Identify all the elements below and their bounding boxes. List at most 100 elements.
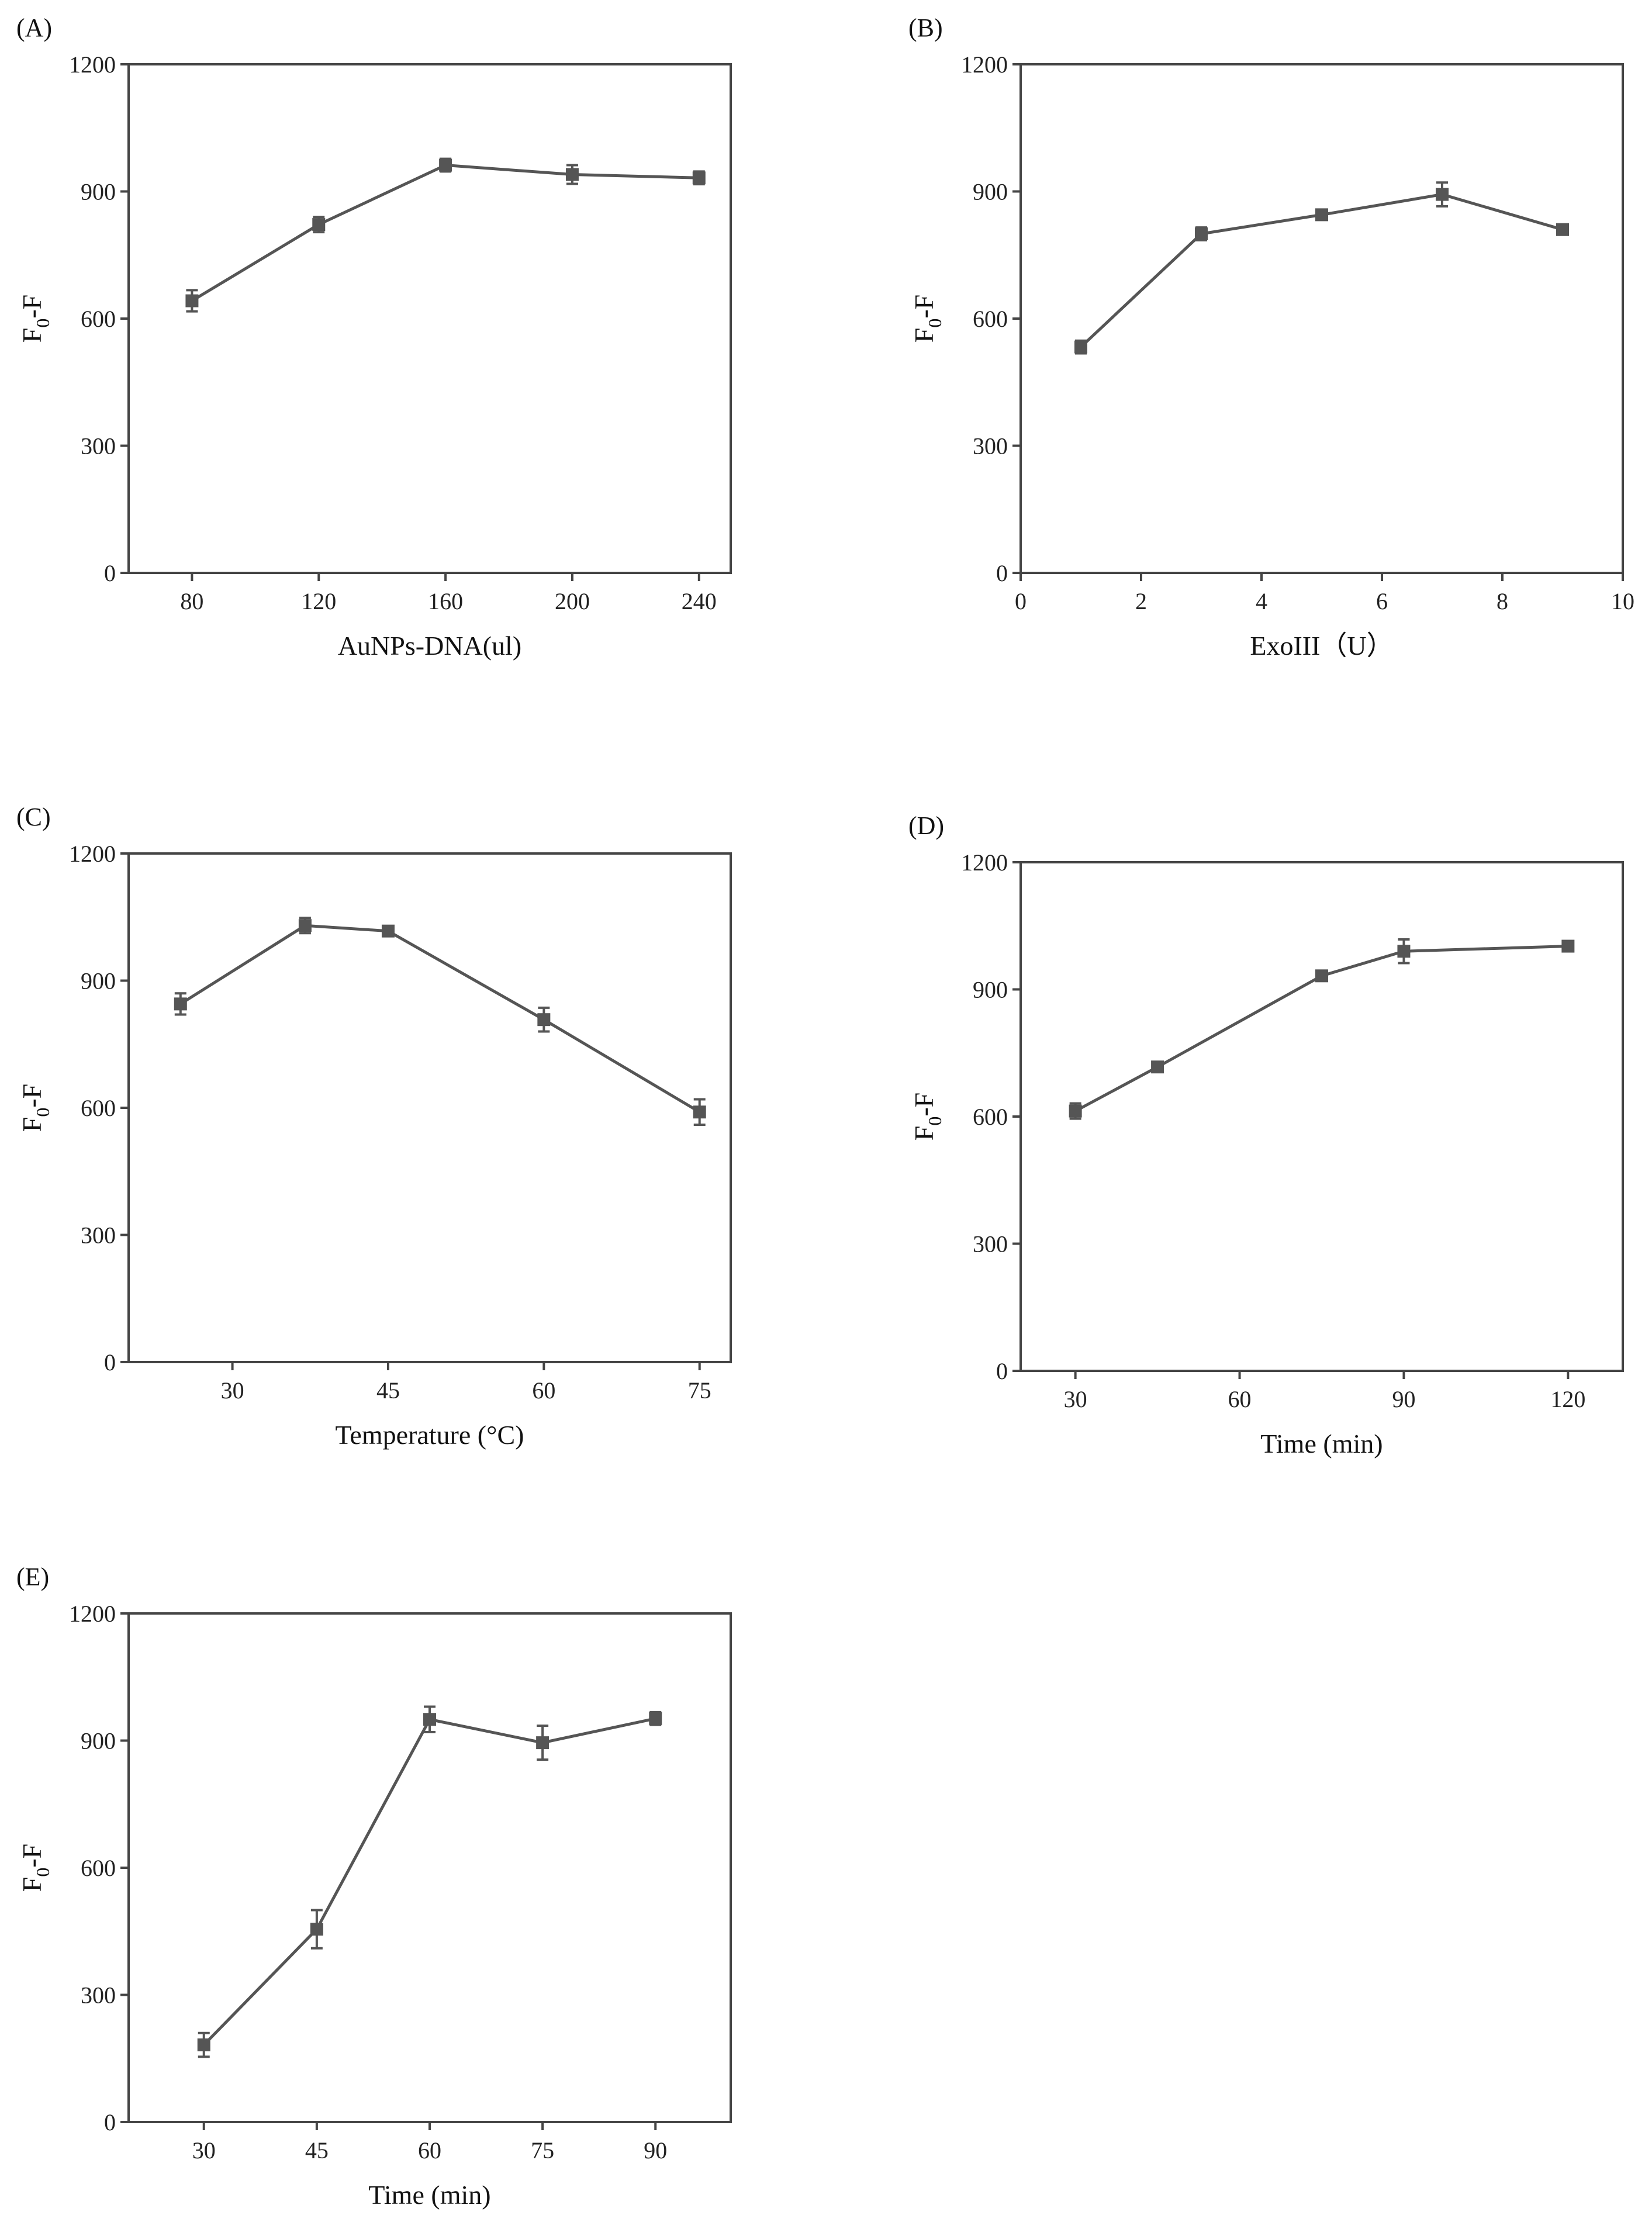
data-point <box>423 1713 436 1726</box>
x-tick-label: 30 <box>1064 1386 1087 1412</box>
data-point <box>1151 1060 1164 1074</box>
panel-label: (B) <box>908 13 943 42</box>
x-tick-label: 75 <box>531 2137 554 2164</box>
series-line <box>202 1717 656 2046</box>
data-point <box>537 1013 551 1027</box>
x-tick-label: 10 <box>1611 588 1634 614</box>
data-point <box>1436 188 1449 201</box>
chart-b-svg: (B) 0 300 600 900 1200 0 2 4 6 8 10 ExoIII（U） F0-F <box>908 13 1634 661</box>
x-tick-label: 240 <box>682 588 717 614</box>
y-tick-label: 1200 <box>69 51 116 78</box>
y-tick-label: 600 <box>81 306 116 332</box>
x-tick-label: 60 <box>418 2137 441 2164</box>
x-axis-title: ExoIII（U） <box>1250 631 1393 661</box>
x-tick-label: 80 <box>180 588 203 614</box>
x-tick-label: 160 <box>428 588 463 614</box>
y-tick-label: 900 <box>81 1728 116 1754</box>
chart-c-svg: (C) 0 300 600 900 1200 30 45 60 75 Temperature (°C… <box>16 803 732 1450</box>
x-tick-label: 45 <box>305 2137 329 2164</box>
y-tick-label: 0 <box>104 560 116 586</box>
y-tick-label: 1200 <box>961 849 1008 876</box>
y-tick-label: 1200 <box>961 51 1008 78</box>
x-tick-label: 30 <box>221 1377 244 1404</box>
panel-label: (D) <box>908 811 944 840</box>
y-tick-label: 900 <box>973 179 1008 205</box>
chart-e-svg: (E) 0 300 600 900 1200 30 45 60 75 90 Time (min) F0-… <box>16 1563 732 2210</box>
plot-frame <box>1019 861 1624 1372</box>
series-line <box>179 924 700 1114</box>
y-axis-title: F0-F <box>909 1093 945 1141</box>
x-tick-label: 60 <box>532 1377 555 1404</box>
y-tick-label: 0 <box>104 1349 116 1376</box>
data-point <box>1561 939 1575 953</box>
y-axis-title: F0-F <box>17 1844 53 1892</box>
data-point <box>536 1736 549 1750</box>
y-tick-label: 900 <box>973 977 1008 1003</box>
data-point <box>1069 1104 1082 1118</box>
x-axis-title: Temperature (°C) <box>336 1420 524 1450</box>
x-tick-label: 2 <box>1135 588 1147 614</box>
data-point <box>439 158 452 172</box>
chart-a-svg: (A) 0 300 600 900 1200 80 120 160 200 240 AuNPs-DNA… <box>16 13 732 661</box>
panel-label: (A) <box>16 13 52 42</box>
plot-frame <box>127 852 732 1363</box>
chart-panel-d: (D) 0 300 600 900 1200 30 60 90 120 Time (min) F0-F <box>892 798 1652 1459</box>
data-point <box>1315 969 1328 983</box>
data-point <box>649 1712 662 1725</box>
chart-panel-a: (A) 0 300 600 900 1200 80 120 160 200 240 AuNPs-DNA… <box>0 0 760 661</box>
plot-frame <box>127 1612 732 2123</box>
plot-frame <box>127 63 732 574</box>
x-tick-label: 120 <box>1550 1386 1585 1412</box>
data-point <box>197 2038 210 2052</box>
data-point <box>1074 340 1087 354</box>
x-tick-label: 90 <box>1392 1386 1415 1412</box>
data-point <box>298 919 312 932</box>
x-axis-title: Time (min) <box>368 2180 490 2210</box>
data-point <box>381 924 395 938</box>
y-tick-label: 300 <box>81 1222 116 1249</box>
x-axis-title: Time (min) <box>1260 1429 1383 1459</box>
x-tick-label: 30 <box>192 2137 216 2164</box>
chart-panel-e: (E) 0 300 600 900 1200 30 45 60 75 90 Time (min) F0-… <box>0 1549 760 2210</box>
y-tick-label: 1200 <box>69 1601 116 1627</box>
x-tick-label: 45 <box>376 1377 400 1404</box>
data-point <box>312 218 326 231</box>
data-point <box>185 294 199 307</box>
data-point <box>692 171 706 185</box>
y-tick-label: 0 <box>996 560 1008 586</box>
chart-panel-b: (B) 0 300 600 900 1200 0 2 4 6 8 10 ExoIII（U） F0-F <box>892 0 1652 661</box>
x-tick-label: 200 <box>555 588 590 614</box>
series-line <box>191 164 699 302</box>
y-tick-label: 300 <box>81 1982 116 2009</box>
panel-label: (C) <box>16 803 51 831</box>
y-tick-label: 900 <box>81 179 116 205</box>
x-tick-label: 4 <box>1256 588 1267 614</box>
x-tick-label: 120 <box>301 588 336 614</box>
y-tick-label: 900 <box>81 968 116 994</box>
y-axis-title: F0-F <box>909 295 945 343</box>
data-point <box>693 1105 706 1119</box>
data-point <box>1195 227 1208 240</box>
data-point <box>310 1923 323 1936</box>
x-axis-title: AuNPs-DNA(ul) <box>338 631 521 661</box>
panel-label: (E) <box>16 1563 49 1591</box>
y-tick-label: 600 <box>973 306 1008 332</box>
data-point <box>1315 208 1328 222</box>
x-tick-label: 75 <box>688 1377 711 1404</box>
y-tick-label: 1200 <box>69 841 116 867</box>
data-point <box>1556 223 1569 236</box>
chart-panel-c: (C) 0 300 600 900 1200 30 45 60 75 Temperature (°C… <box>0 789 760 1450</box>
x-tick-label: 0 <box>1015 588 1027 614</box>
x-tick-label: 90 <box>644 2137 667 2164</box>
y-tick-label: 600 <box>81 1095 116 1121</box>
y-axis-title: F0-F <box>17 1084 53 1132</box>
y-tick-label: 300 <box>973 433 1008 459</box>
y-tick-label: 0 <box>104 2109 116 2135</box>
chart-d-svg: (D) 0 300 600 900 1200 30 60 90 120 Time (min) F0-F <box>908 811 1624 1459</box>
y-tick-label: 600 <box>81 1855 116 1881</box>
y-tick-label: 600 <box>973 1104 1008 1130</box>
data-point <box>565 168 579 181</box>
data-point <box>174 997 187 1011</box>
y-tick-label: 300 <box>81 433 116 459</box>
x-tick-label: 60 <box>1228 1386 1252 1412</box>
